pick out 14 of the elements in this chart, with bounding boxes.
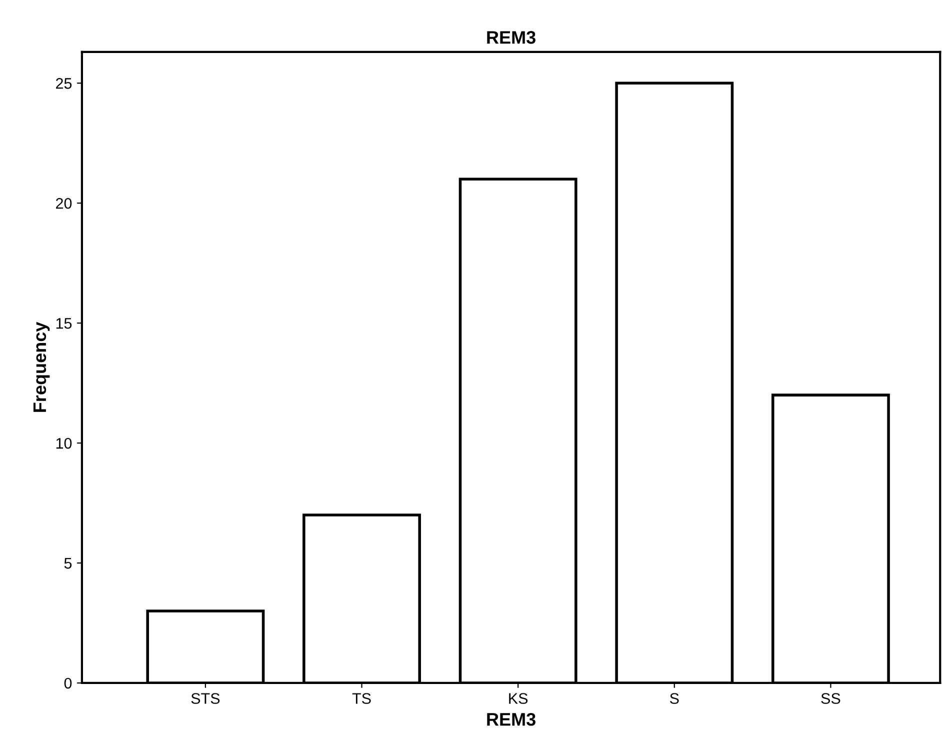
y-axis-title: Frequency [34,322,50,412]
y-tick-label: 5 [64,558,72,569]
x-tick-label: STS [191,693,220,704]
x-tick-label: SS [821,693,840,704]
y-tick-label: 10 [56,438,72,449]
y-tick-label: 15 [56,318,72,329]
x-tick-label: KS [509,693,528,704]
y-tick-label: 20 [56,198,72,209]
x-tick-label: S [670,693,679,704]
chart-title: REM3 [487,31,536,44]
x-axis-title: REM3 [487,712,536,726]
y-tick-label: 0 [64,678,72,689]
x-tick-label: TS [352,693,371,704]
y-tick-label: 25 [56,78,72,89]
